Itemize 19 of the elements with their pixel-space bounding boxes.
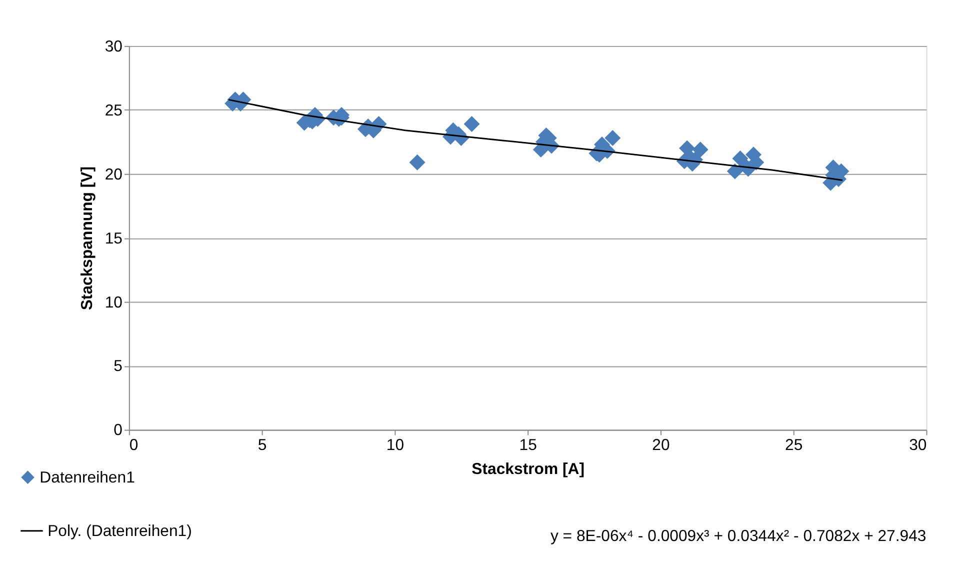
y-tick-label: 10 (104, 294, 123, 312)
y-axis-title: Stackspannung [V] (78, 166, 96, 310)
x-axis-title: Stackstrom [A] (472, 460, 584, 478)
y-tick-label: 0 (114, 422, 123, 440)
legend-label: Datenreihen1 (40, 469, 136, 486)
x-tick-label: 15 (519, 437, 538, 454)
y-tick-label: 20 (104, 166, 123, 184)
x-tick-label: 0 (129, 437, 138, 454)
legend-label: Poly. (Datenreihen1) (48, 522, 192, 540)
x-tick-label: 10 (386, 437, 404, 454)
y-tick-label: 5 (114, 358, 123, 376)
x-tick-label: 20 (652, 437, 670, 454)
y-tick-label: 15 (104, 230, 123, 248)
y-tick-label: 30 (104, 38, 123, 56)
x-tick-label: 5 (258, 437, 267, 454)
x-tick-label: 30 (909, 437, 927, 454)
y-tick-label: 25 (104, 102, 123, 120)
x-tick-label: 25 (785, 437, 803, 454)
text: y = 8E-06x⁴ - 0.0009x³ + 0.0344x² - 0.7082x + 27.943 (550, 528, 926, 545)
